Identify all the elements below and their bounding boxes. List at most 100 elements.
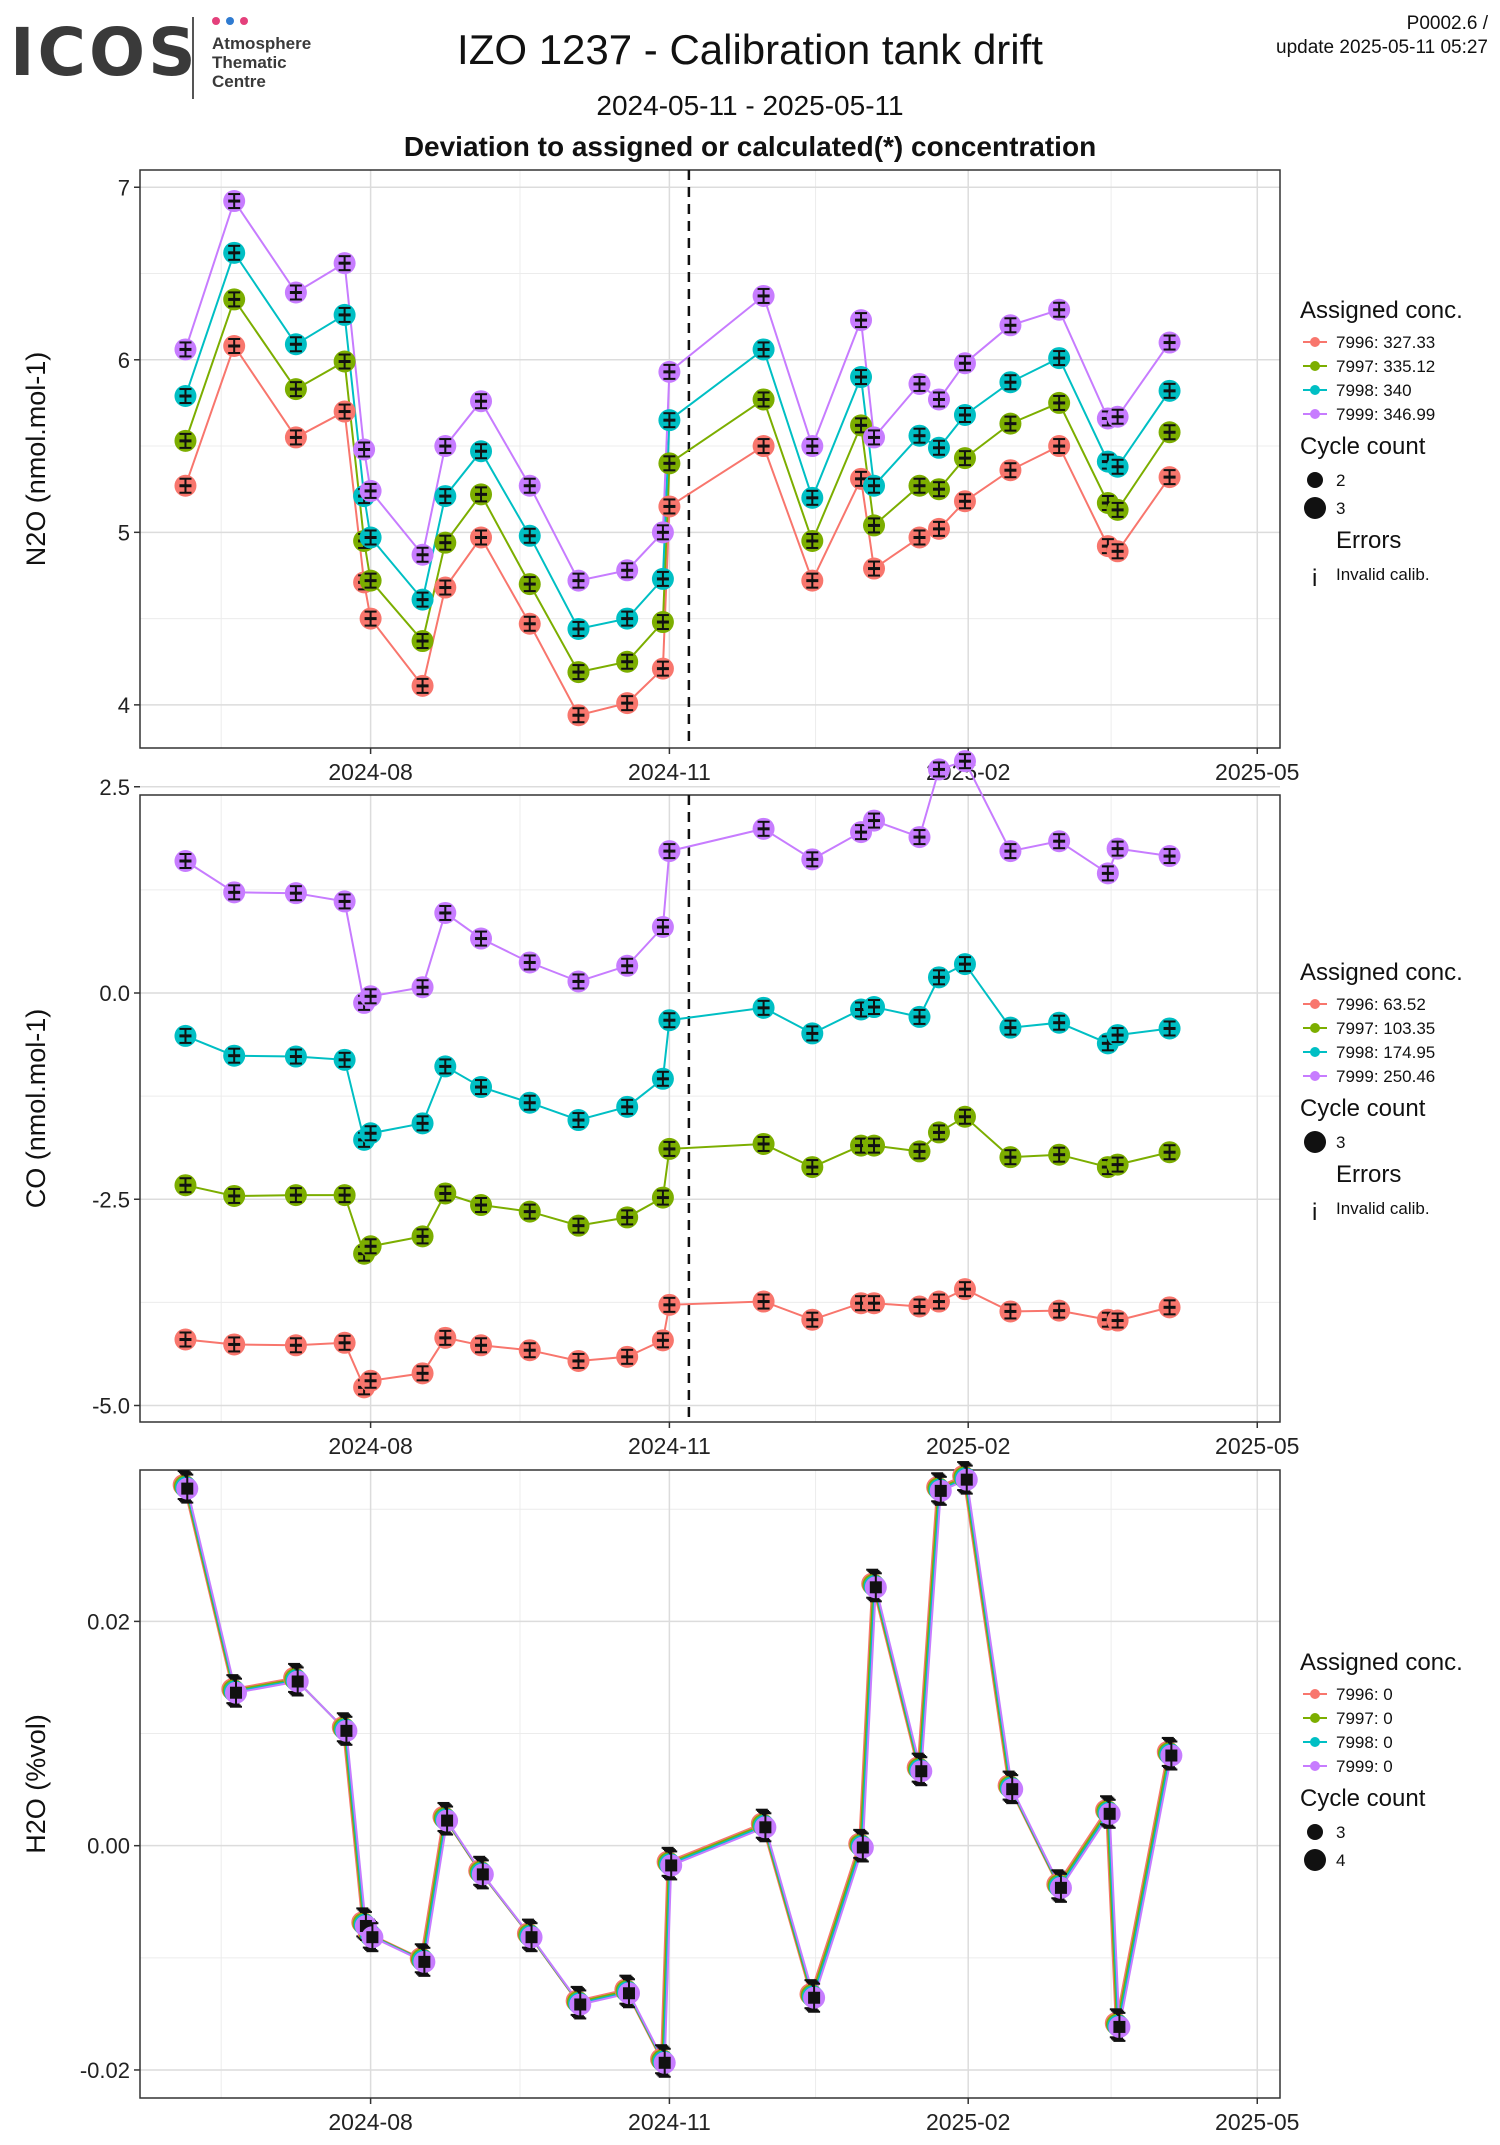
report-id: P0002.6 / [1406, 13, 1488, 34]
legend-cycle-entry: 2 [1336, 471, 1345, 490]
x-tick-label: 2024-11 [628, 2109, 711, 2135]
legend-entry: 7997: 0 [1336, 1709, 1393, 1728]
legend-errors-title: Errors [1336, 1161, 1401, 1188]
y-tick-label: 2.5 [99, 775, 130, 800]
logo-sub-line-1: Atmosphere [212, 34, 312, 53]
series-line-7999 [184, 759, 1170, 1005]
error-marker [1006, 1783, 1019, 1796]
logo-subtitle: Atmosphere Thematic Centre [212, 34, 311, 91]
legend-invalid-entry: Invalid calib. [1336, 565, 1430, 584]
legend-point-7997 [1310, 1713, 1320, 1723]
series-line-7997 [184, 297, 1171, 674]
chart-subtitle: Deviation to assigned or calculated(*) c… [403, 131, 1097, 162]
legend-invalid-symbol: i [1312, 1199, 1317, 1226]
legend-point-7999 [1310, 1761, 1320, 1771]
error-marker [340, 1724, 353, 1737]
chart-panel-3: -0.02 0.00 0.02 2024-08 2024-11 2025-02 2025-0… [21, 1461, 1463, 2135]
legend-cycle-entry: 4 [1336, 1851, 1345, 1870]
error-marker [856, 1841, 869, 1854]
legend-entry: 7999: 346.99 [1336, 405, 1435, 424]
chart-panel-2: -5.0 -2.5 0.0 2.5 2024-08 2024-11 2025-02 2025-… [21, 750, 1463, 1459]
legend-title: Assigned conc. [1300, 959, 1463, 986]
error-marker [229, 1686, 242, 1699]
legend-point-7996 [1310, 337, 1320, 347]
series-line-7996 [182, 1474, 1169, 2064]
x-tick-label: 2024-08 [328, 759, 412, 785]
report-meta: P0002.6 / update 2025-05-11 05:27 [1276, 12, 1488, 60]
y-tick-label: 0.00 [87, 1834, 130, 1859]
x-tick-label: 2025-02 [926, 2109, 1010, 2135]
legend-cycle-title: Cycle count [1300, 1095, 1426, 1122]
legend-entry: 7997: 103.35 [1336, 1019, 1435, 1038]
series-line-7997 [183, 1475, 1170, 2065]
panel-border [139, 1469, 1281, 2099]
x-tick-label: 2025-05 [1215, 759, 1299, 785]
error-marker [574, 1998, 587, 2011]
y-axis-label: H2O (%vol) [21, 1714, 51, 1854]
legend-cycle-point [1307, 472, 1323, 488]
legend-point-7999 [1310, 1071, 1320, 1081]
error-marker [869, 1581, 882, 1594]
logo-sub-line-3: Centre [212, 72, 266, 91]
series-line-7998 [184, 250, 1171, 631]
panel-border [139, 169, 1281, 749]
error-marker [1165, 1749, 1178, 1762]
y-tick-label: -5.0 [92, 1394, 130, 1419]
legend-point-7998 [1310, 1737, 1320, 1747]
x-tick-label: 2024-08 [328, 1433, 412, 1459]
legend-entry: 7999: 250.46 [1336, 1067, 1435, 1086]
legend-point-7997 [1310, 361, 1320, 371]
legend-point-7998 [1310, 1047, 1320, 1057]
error-marker [808, 1991, 821, 2004]
panel-border [139, 794, 1281, 1423]
y-axis-label: CO (nmol.mol-1) [21, 1009, 51, 1209]
legend-cycle-title: Cycle count [1300, 433, 1426, 460]
series-line-7999 [184, 198, 1171, 582]
y-axis-label: N2O (nmol.mol-1) [21, 352, 51, 567]
error-marker [476, 1868, 489, 1881]
legend-invalid-entry: Invalid calib. [1336, 1199, 1430, 1218]
legend-invalid-symbol: i [1312, 565, 1317, 592]
y-tick-label: 6 [118, 348, 130, 373]
legend-entry: 7998: 0 [1336, 1733, 1393, 1752]
legend-cycle-title: Cycle count [1300, 1785, 1426, 1812]
icos-logo: ICOS [10, 14, 199, 91]
y-tick-label: 0.02 [87, 1609, 130, 1634]
legend-cycle-point [1307, 1824, 1323, 1840]
date-range: 2024-05-11 - 2025-05-11 [596, 90, 904, 121]
error-marker [525, 1931, 538, 1944]
legend-entry: 7996: 0 [1336, 1685, 1393, 1704]
update-timestamp: update 2025-05-11 05:27 [1276, 37, 1488, 58]
y-tick-label: 7 [118, 175, 130, 200]
error-marker [181, 1482, 194, 1495]
legend-cycle-entry: 3 [1336, 499, 1345, 518]
legend-cycle-point [1304, 1849, 1326, 1871]
error-marker [915, 1765, 928, 1778]
error-marker [441, 1814, 454, 1827]
legend-entry: 7997: 335.12 [1336, 357, 1435, 376]
legend-cycle-point [1304, 1131, 1326, 1153]
error-marker [366, 1931, 379, 1944]
error-marker [622, 1987, 635, 2000]
y-tick-label: 4 [118, 693, 130, 718]
error-marker [1113, 2020, 1126, 2033]
legend-title: Assigned conc. [1300, 1649, 1463, 1676]
series-line-7997 [185, 1115, 1170, 1256]
legend-point-7998 [1310, 385, 1320, 395]
x-tick-label: 2024-11 [628, 1433, 711, 1459]
logo-dot-3 [240, 17, 248, 25]
legend-point-7997 [1310, 1023, 1320, 1033]
y-tick-label: -2.5 [92, 1187, 130, 1212]
legend-cycle-entry: 3 [1336, 1823, 1345, 1842]
error-marker [665, 1859, 678, 1872]
legend-entry: 7998: 340 [1336, 381, 1412, 400]
series-line-7998 [185, 962, 1170, 1142]
legend-entry: 7999: 0 [1336, 1757, 1393, 1776]
series-line-7999 [186, 1478, 1173, 2067]
x-tick-label: 2025-05 [1215, 2109, 1299, 2135]
legend-point-7996 [1310, 1689, 1320, 1699]
legend-cycle-point [1304, 497, 1326, 519]
x-tick-label: 2024-08 [328, 2109, 412, 2135]
